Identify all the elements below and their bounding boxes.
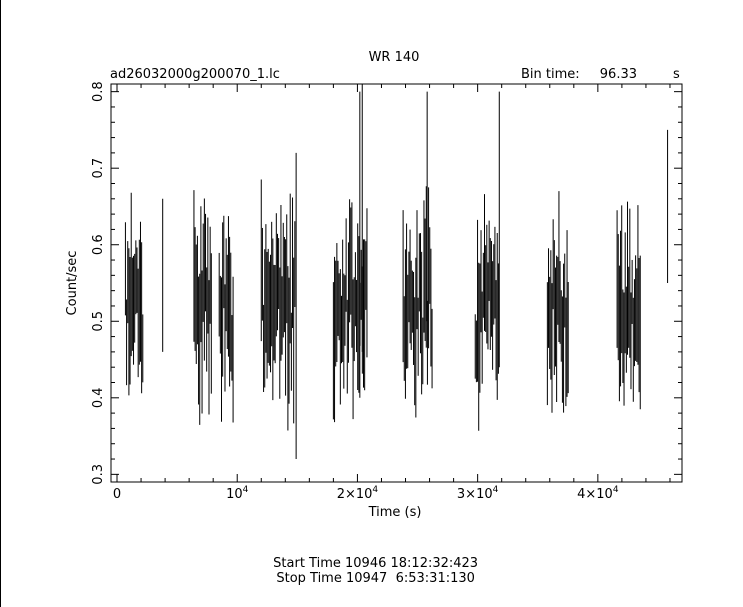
- x-tick-label: 2×104: [337, 485, 379, 502]
- time-range-footer: Start Time 10946 18:12:32:423 Stop Time …: [0, 541, 743, 586]
- x-tick-label: 4×104: [577, 485, 619, 502]
- x-tick-label: 0: [113, 487, 121, 502]
- x-tick-label: 104: [226, 485, 249, 502]
- x-axis-label: Time (s): [368, 505, 422, 520]
- plot-frame: [110, 83, 683, 483]
- y-tick-label: 0.5: [91, 311, 106, 332]
- y-tick-label: 0.4: [91, 387, 106, 408]
- y-axis: 0.3 0.4 0.5 0.6 0.7 0.8: [91, 81, 682, 485]
- bin-time-unit: s: [673, 67, 680, 82]
- y-tick-label: 0.3: [91, 464, 106, 485]
- x-tick-label: 3×104: [457, 485, 499, 502]
- bin-time-value: 96.33: [600, 67, 637, 82]
- window-left-edge: [0, 0, 1, 607]
- data-points: [124, 84, 669, 460]
- y-tick-label: 0.7: [91, 158, 106, 179]
- file-name: ad26032000g200070_1.lc: [110, 67, 280, 82]
- bin-time-label: Bin time:: [521, 67, 580, 82]
- chart-title: WR 140: [369, 50, 420, 65]
- y-tick-label: 0.6: [91, 234, 106, 255]
- stop-time: Stop Time 10947 6:53:31:130: [276, 571, 475, 586]
- y-axis-label: Count/sec: [65, 251, 80, 316]
- start-time: Start Time 10946 18:12:32:423: [273, 556, 479, 571]
- y-tick-label: 0.8: [91, 81, 106, 102]
